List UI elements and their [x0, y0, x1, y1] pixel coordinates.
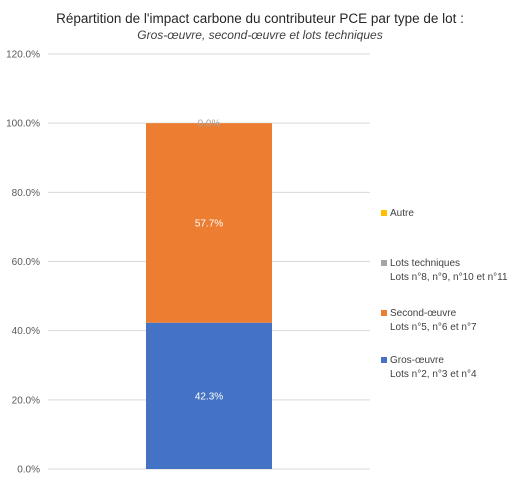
y-tick-label: 20.0%: [12, 395, 40, 406]
bar-stack: 42.3% 57.7% 0.0%: [146, 119, 272, 469]
legend-swatch: [381, 210, 387, 216]
legend: Autre Lots techniques Lots n°8, n°9, n°10 …: [381, 208, 508, 380]
legend-entry-name: Second-œuvre: [390, 308, 457, 319]
data-label: 0.0%: [198, 119, 221, 130]
chart-subtitle: Gros-œuvre, second-œuvre et lots techniq…: [137, 28, 382, 42]
legend-entry-name: Gros-œuvre: [390, 355, 444, 366]
legend-entry-name: Lots techniques: [390, 258, 460, 269]
y-tick-label: 120.0%: [6, 50, 40, 61]
y-tick-label: 60.0%: [12, 257, 40, 268]
legend-entry-sublabel: Lots n°2, n°3 et n°4: [390, 369, 477, 380]
y-tick-label: 40.0%: [12, 326, 40, 337]
bar-segment: [146, 123, 272, 323]
legend-swatch: [381, 260, 387, 266]
data-label: 42.3%: [195, 391, 223, 402]
legend-entry-sublabel: Lots n°8, n°9, n°10 et n°11: [390, 272, 508, 283]
legend-swatch: [381, 310, 387, 316]
y-tick-label: 0.0%: [17, 465, 40, 476]
legend-swatch: [381, 357, 387, 363]
chart-title: Répartition de l'impact carbone du contr…: [56, 11, 464, 26]
y-tick-label: 100.0%: [6, 119, 40, 130]
data-label: 57.7%: [195, 218, 223, 229]
bar-segment: [146, 322, 272, 469]
legend-entry-sublabel: Lots n°5, n°6 et n°7: [390, 322, 477, 333]
y-tick-label: 80.0%: [12, 188, 40, 199]
y-axis: 0.0% 20.0% 40.0% 60.0% 80.0% 100.0% 120.0%: [6, 50, 40, 476]
legend-entry-name: Autre: [390, 208, 414, 219]
